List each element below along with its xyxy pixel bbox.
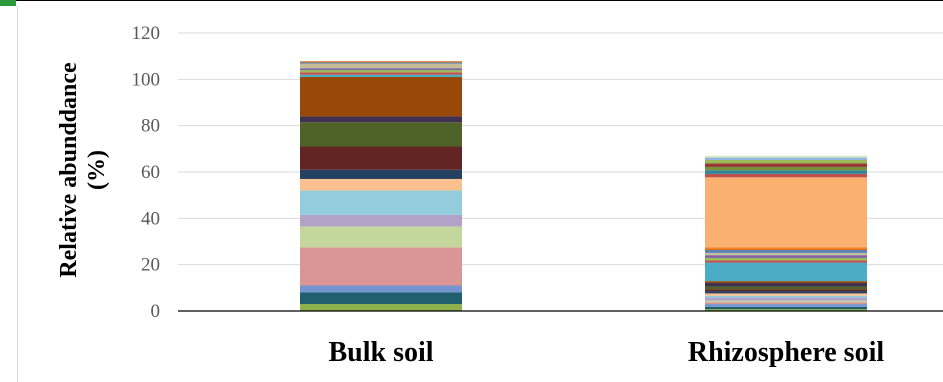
y-tick-label: 80 xyxy=(141,116,160,137)
bar-segment xyxy=(705,295,867,298)
bar-segment xyxy=(705,246,867,249)
bar-segment xyxy=(705,300,867,303)
y-axis-title-line-1: Relative abunddance xyxy=(56,62,82,278)
bar-segment xyxy=(300,190,462,215)
bar-segment xyxy=(705,304,867,307)
bar-segment xyxy=(300,214,462,227)
bar-segment xyxy=(705,297,867,301)
corner-marker xyxy=(0,0,16,6)
bar-segment xyxy=(705,293,867,296)
y-tick-label: 120 xyxy=(132,23,161,44)
bar-segment xyxy=(705,248,867,251)
bar-segment xyxy=(300,72,462,75)
bar-segment xyxy=(300,63,462,69)
bar-segment xyxy=(300,74,462,78)
category-labels: Bulk soil Rhizosphere soil xyxy=(328,337,884,368)
bar-segment xyxy=(705,159,867,164)
bar-segment xyxy=(300,178,462,191)
bar-segment xyxy=(300,61,462,63)
bar-segment xyxy=(705,166,867,171)
bar-segment xyxy=(705,309,867,311)
bar-segment xyxy=(300,77,462,117)
bar-segment xyxy=(705,281,867,283)
bar-segment xyxy=(705,250,867,253)
bar-segment xyxy=(300,292,462,305)
bar-segment xyxy=(705,173,867,178)
bar-segment xyxy=(300,285,462,293)
bar-segment xyxy=(300,116,462,123)
bar-segment xyxy=(300,226,462,248)
bar-segment xyxy=(300,169,462,179)
y-tick-label: 60 xyxy=(141,162,160,183)
y-tick-label: 20 xyxy=(141,255,160,276)
y-tick-label: 40 xyxy=(141,208,160,229)
bar-segment xyxy=(300,146,462,170)
bar-segment xyxy=(705,286,867,290)
bar-segment xyxy=(705,252,867,256)
bar-segment xyxy=(300,70,462,73)
bar-segment xyxy=(705,177,867,247)
y-tick-labels: 0 20 40 60 80 100 120 xyxy=(132,23,161,322)
category-label: Rhizosphere soil xyxy=(688,337,884,368)
bar-segment xyxy=(705,282,867,287)
bar-segment xyxy=(300,68,462,71)
bar-segment xyxy=(705,262,867,282)
bar-segment xyxy=(705,157,867,160)
bar-segment xyxy=(705,306,867,310)
bar-segment xyxy=(705,255,867,258)
bar-segment xyxy=(705,155,867,158)
bar-segment xyxy=(705,289,867,292)
bar-segment xyxy=(300,304,462,311)
y-tick-label: 0 xyxy=(151,301,161,322)
bar-segment xyxy=(705,302,867,305)
category-label: Bulk soil xyxy=(328,337,433,368)
bar-segment xyxy=(705,170,867,174)
bar-segment xyxy=(705,163,867,167)
bars xyxy=(300,61,867,311)
bar-segment xyxy=(300,247,462,286)
y-axis-title-line-2: (%) xyxy=(84,150,110,190)
bar-segment xyxy=(300,122,462,147)
y-tick-label: 100 xyxy=(132,69,161,90)
bar-segment xyxy=(705,257,867,261)
bar-segment xyxy=(705,291,867,294)
bar-segment xyxy=(300,62,462,64)
bar-segment xyxy=(705,260,867,263)
